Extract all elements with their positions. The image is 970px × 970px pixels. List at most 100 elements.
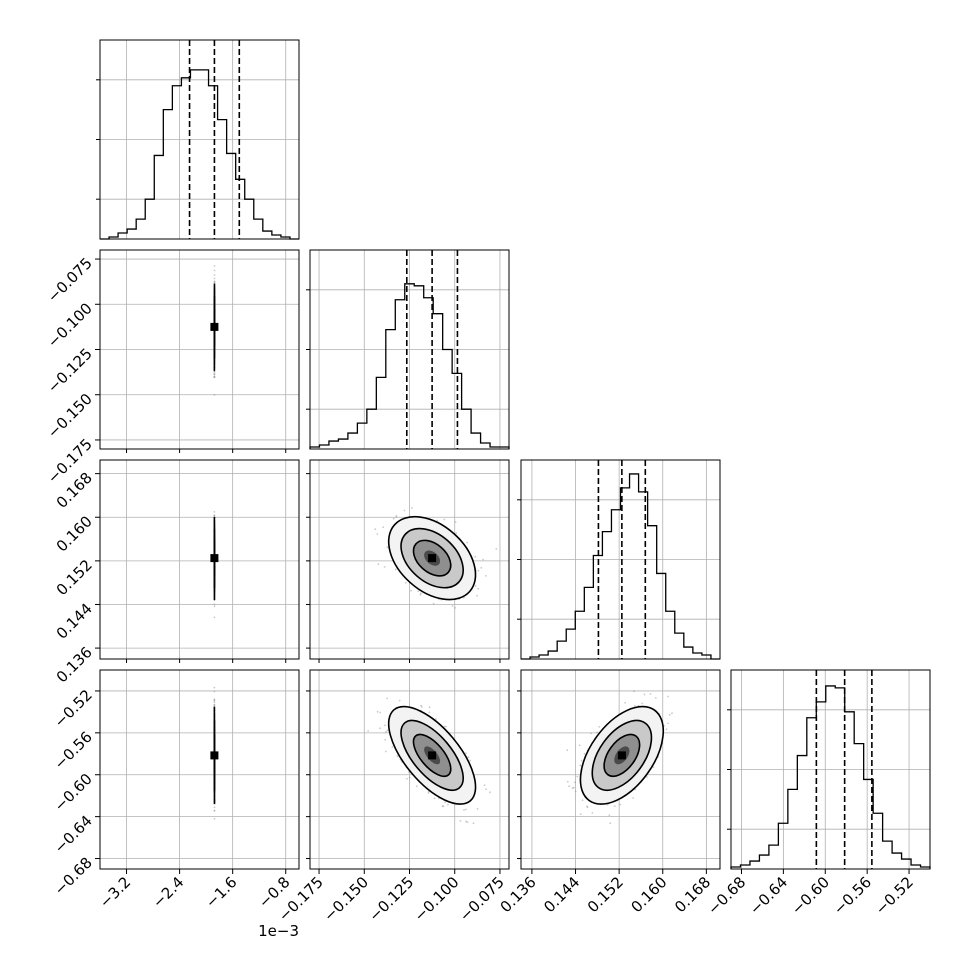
scatter-point — [384, 738, 387, 741]
scatter-point — [213, 376, 216, 379]
scatter-point — [213, 686, 216, 689]
scatter-point — [428, 711, 431, 714]
scatter-point — [406, 777, 408, 780]
x-tick-label: 0.144 — [540, 873, 583, 916]
density-layer — [566, 690, 673, 825]
density-layer — [374, 507, 498, 609]
x-tick-label: −2.4 — [149, 873, 187, 911]
x-tick-label: −0.64 — [746, 873, 791, 918]
scatter-point — [441, 805, 444, 808]
x-tick-label: −0.100 — [411, 873, 463, 925]
scatter-point — [633, 705, 636, 707]
y-tick-label: −0.68 — [51, 854, 96, 899]
scatter-point — [417, 590, 420, 592]
density-layer — [210, 511, 219, 619]
scatter-point — [213, 280, 216, 282]
scatter-point — [376, 533, 379, 535]
scatter-point — [454, 607, 456, 609]
density-layer — [210, 265, 219, 396]
density-peak — [428, 751, 437, 760]
scatter-point — [410, 589, 412, 592]
scatter-point — [383, 566, 386, 568]
scatter-point — [665, 728, 668, 731]
x-tick-label: −3.2 — [96, 873, 134, 911]
panel-frame — [309, 249, 510, 450]
scatter-point — [213, 514, 216, 517]
scatter-point — [667, 695, 669, 698]
panel-2-1 — [310, 460, 509, 659]
density-peak — [210, 751, 219, 760]
scatter-point — [646, 776, 648, 778]
scatter-point — [586, 805, 588, 808]
panel-frame — [730, 669, 931, 870]
scatter-point — [459, 820, 462, 822]
scatter-point — [566, 749, 569, 752]
scatter-point — [574, 781, 576, 784]
scatter-point — [213, 514, 216, 517]
scatter-point — [649, 693, 652, 695]
density-peak — [210, 554, 219, 563]
panel-2-2 — [517, 460, 720, 660]
panel-frame — [99, 669, 300, 870]
scatter-point — [572, 786, 575, 789]
scatter-point — [483, 784, 486, 787]
scatter-point — [482, 558, 484, 561]
x-offset-label: 1e−3 — [258, 922, 299, 940]
scatter-point — [476, 594, 478, 597]
scatter-point — [213, 274, 216, 276]
scatter-point — [213, 699, 216, 702]
x-tick-label: 0.152 — [584, 873, 627, 916]
scatter-point — [213, 393, 216, 396]
scatter-point — [213, 375, 216, 378]
scatter-point — [465, 752, 467, 754]
scatter-point — [419, 593, 422, 596]
density-layer — [210, 686, 219, 820]
scatter-point — [451, 605, 454, 607]
scatter-point — [213, 511, 216, 513]
scatter-point — [396, 755, 399, 758]
scatter-point — [633, 690, 635, 693]
panel-3-0 — [100, 670, 299, 869]
scatter-point — [654, 697, 657, 699]
x-tick-label: −0.150 — [320, 873, 372, 925]
scatter-point — [384, 724, 386, 727]
scatter-point — [433, 797, 436, 800]
scatter-point — [213, 616, 216, 619]
scatter-point — [668, 713, 671, 716]
scatter-point — [609, 822, 612, 825]
scatter-point — [427, 792, 430, 794]
scatter-point — [436, 519, 439, 522]
scatter-point — [598, 726, 601, 728]
histogram-step — [730, 685, 931, 869]
scatter-point — [591, 812, 594, 814]
scatter-point — [576, 775, 579, 778]
scatter-point — [465, 820, 467, 823]
x-tick-label: −0.52 — [872, 873, 917, 918]
scatter-point — [213, 373, 216, 376]
scatter-point — [641, 702, 644, 705]
panel-2-0 — [100, 460, 299, 659]
y-tick-label: −0.150 — [44, 390, 96, 442]
y-tick-label: −0.125 — [44, 345, 96, 397]
scatter-point — [415, 785, 418, 788]
scatter-point — [485, 575, 487, 577]
scatter-point — [480, 566, 483, 569]
scatter-point — [213, 372, 216, 374]
scatter-point — [386, 546, 389, 549]
scatter-point — [404, 581, 407, 584]
scatter-point — [485, 788, 487, 791]
scatter-point — [671, 712, 673, 715]
scatter-point — [411, 507, 413, 509]
scatter-point — [376, 710, 379, 713]
scatter-point — [213, 269, 216, 272]
scatter-point — [469, 759, 472, 762]
scatter-point — [391, 746, 394, 748]
scatter-point — [213, 703, 216, 706]
scatter-point — [386, 697, 389, 700]
scatter-point — [443, 518, 446, 521]
scatter-point — [213, 373, 216, 376]
scatter-point — [213, 704, 216, 706]
histogram-step — [521, 473, 720, 660]
scatter-point — [395, 516, 398, 518]
